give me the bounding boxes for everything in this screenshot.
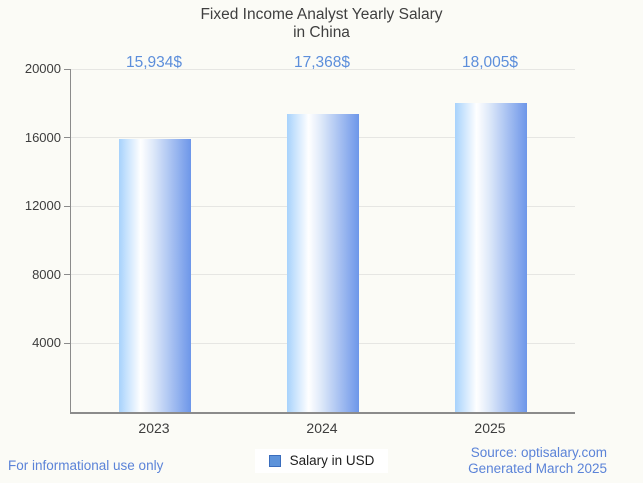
y-axis-tick-label: 4000 [32, 335, 61, 351]
y-axis-tick-label: 20000 [24, 61, 61, 76]
salary-bar [287, 114, 359, 412]
y-axis-tick [64, 274, 71, 276]
chart-title-line1: Fixed Income Analyst Yearly Salary [200, 6, 443, 23]
y-axis-tick-label: 8000 [32, 266, 61, 282]
source-note: Source: optisalary.com Generated March 2… [468, 445, 607, 476]
y-axis-tick [64, 68, 71, 70]
bar-value-label: 15,934$ [125, 54, 183, 71]
chart-legend: Salary in USD [0, 449, 643, 473]
x-axis-category-label: 2023 [138, 420, 170, 436]
y-axis-tick [64, 205, 71, 207]
y-axis-tick-label: 16000 [24, 129, 61, 145]
x-axis-category-label: 2025 [474, 420, 506, 436]
legend-swatch-icon [268, 455, 281, 467]
generated-line: Generated March 2025 [468, 460, 607, 476]
salary-bar [119, 138, 191, 412]
bar-value-label: 17,368$ [293, 54, 351, 71]
chart-title: Fixed Income Analyst Yearly Salary in Ch… [0, 6, 643, 42]
y-axis-tick [64, 342, 71, 344]
x-axis-category-label: 2024 [306, 420, 338, 436]
plot-area [64, 68, 575, 414]
bar-value-label: 18,005$ [461, 54, 519, 71]
gridline [71, 68, 575, 70]
disclaimer-text: For informational use only [8, 458, 164, 473]
legend-box: Salary in USD [254, 449, 389, 473]
salary-bar [455, 103, 527, 412]
legend-label: Salary in USD [289, 453, 375, 468]
y-axis-tick-label: 12000 [24, 198, 61, 214]
source-line: Source: optisalary.com [470, 445, 607, 460]
y-axis-tick [64, 137, 71, 139]
chart-title-line2: in China [293, 24, 350, 41]
